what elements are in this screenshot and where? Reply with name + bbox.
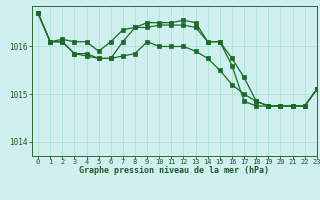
- X-axis label: Graphe pression niveau de la mer (hPa): Graphe pression niveau de la mer (hPa): [79, 166, 269, 175]
